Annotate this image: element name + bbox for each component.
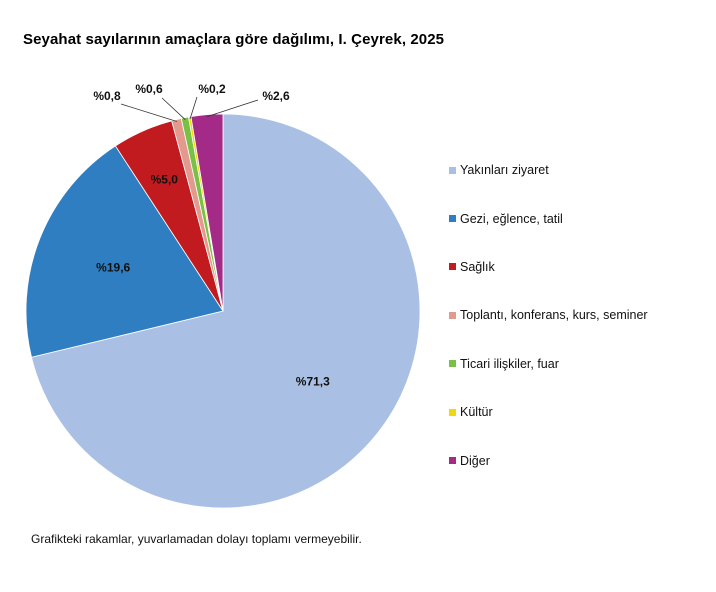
legend-label: Yakınları ziyaret: [460, 163, 549, 178]
legend-item-diger: Diğer: [449, 436, 648, 484]
legend: Yakınları ziyaret Gezi, eğlence, tatil Sağ…: [449, 146, 648, 485]
footnote: Grafikteki rakamlar, yuvarlamadan dolayı…: [31, 532, 362, 546]
legend-swatch: [449, 360, 456, 368]
pie-slices: [25, 113, 421, 509]
data-label-yakinlari-ziyaret: %71,3: [296, 375, 330, 389]
data-label-gezi-eglence-tatil: %19,6: [96, 260, 130, 274]
data-labels: %71,3 %19,6 %5,0 %0,8 %0,6 %0,2 %2,6: [93, 82, 330, 389]
leader-lines: [120, 96, 259, 122]
legend-label: Gezi, eğlence, tatil: [460, 211, 563, 226]
legend-swatch: [449, 166, 456, 174]
legend-item-saglik: Sağlık: [449, 243, 648, 291]
leader-line-toplanti-konferans-kurs-seminer: [120, 103, 178, 122]
data-label-saglik: %5,0: [151, 173, 179, 187]
legend-swatch: [449, 457, 456, 465]
legend-label: Toplantı, konferans, kurs, seminer: [460, 308, 648, 323]
legend-label: Ticari ilişkiler, fuar: [460, 356, 559, 371]
legend-swatch: [449, 263, 456, 271]
leader-line-ticari-iliskiler-fuar: [161, 97, 186, 120]
leader-line-kultur: [189, 96, 198, 119]
legend-item-toplanti-konferans-kurs-seminer: Toplantı, konferans, kurs, seminer: [449, 291, 648, 339]
legend-label: Kültür: [460, 405, 493, 420]
legend-item-ticari-iliskiler-fuar: Ticari ilişkiler, fuar: [449, 340, 648, 388]
legend-label: Diğer: [460, 453, 490, 468]
data-label-kultur: %0,2: [198, 82, 226, 96]
pie-slice-yakinlari-ziyaret: [31, 113, 421, 509]
data-label-toplanti-konferans-kurs-seminer: %0,8: [93, 89, 121, 103]
legend-swatch: [449, 215, 456, 223]
data-label-ticari-iliskiler-fuar: %0,6: [135, 82, 163, 96]
leader-line-diger: [206, 99, 259, 117]
legend-label: Sağlık: [460, 259, 495, 274]
legend-swatch: [449, 408, 456, 416]
pie-slice-gezi-eglence-tatil: [25, 145, 224, 358]
legend-swatch: [449, 311, 456, 319]
chart-title: Seyahat sayılarının amaçlara göre dağılı…: [23, 31, 445, 48]
legend-item-yakinlari-ziyaret: Yakınları ziyaret: [449, 146, 648, 194]
legend-item-kultur: Kültür: [449, 388, 648, 436]
legend-item-gezi-eglence-tatil: Gezi, eğlence, tatil: [449, 194, 648, 242]
data-label-diger: %2,6: [262, 89, 290, 103]
